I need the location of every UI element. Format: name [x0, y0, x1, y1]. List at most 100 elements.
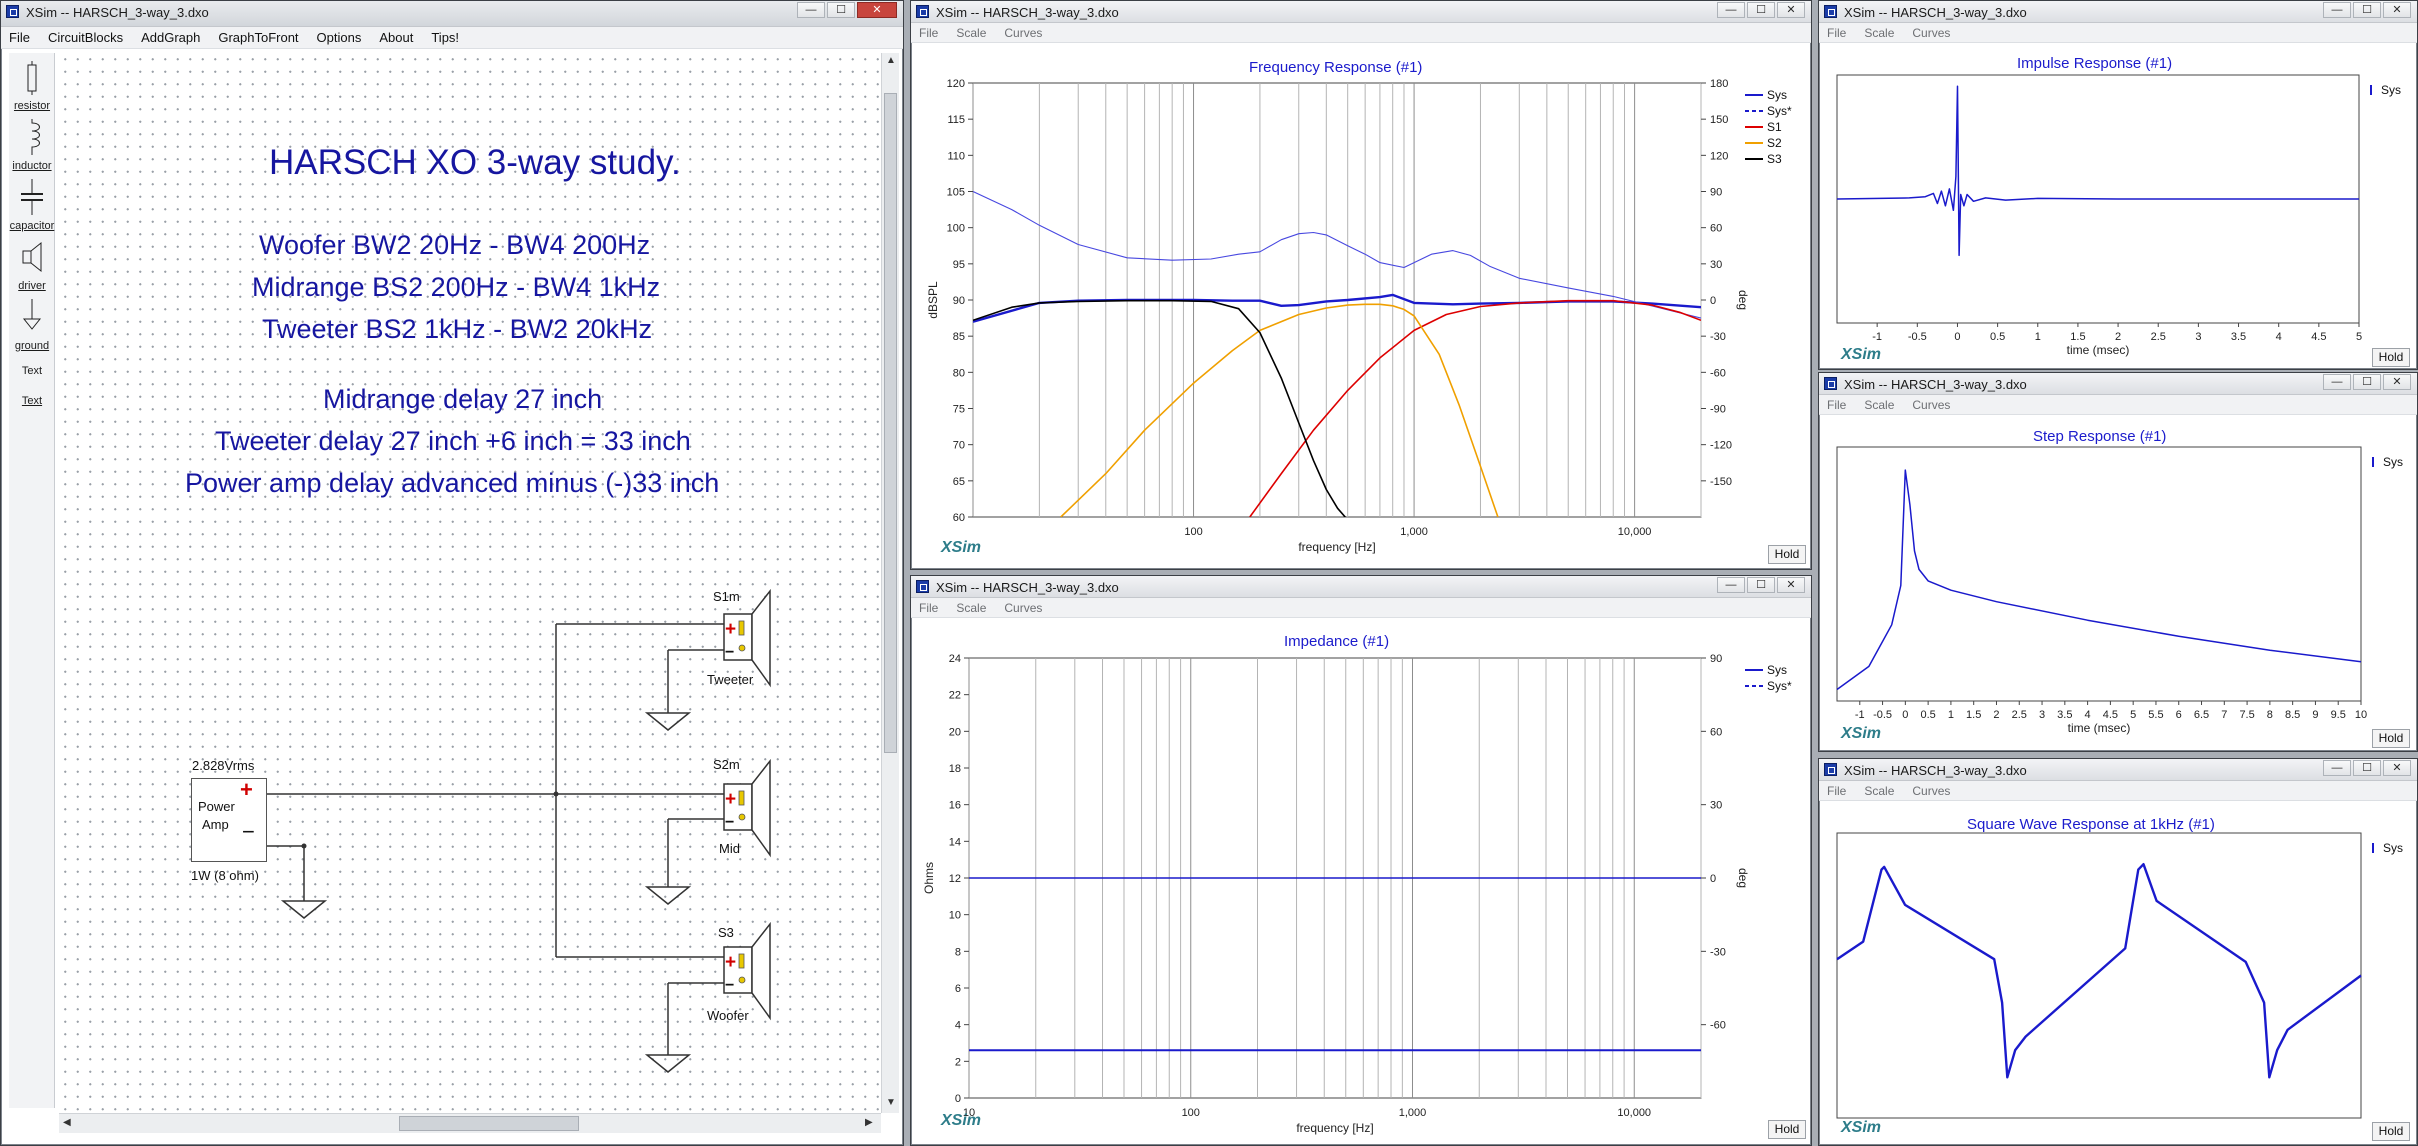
menu-options[interactable]: Options: [316, 30, 362, 45]
y2-tick-label: 30: [1710, 259, 1722, 271]
freq-titlebar[interactable]: XSim -- HARSCH_3-way_3.dxo — ☐ ✕: [911, 1, 1811, 23]
y-tick-label: 90: [953, 295, 965, 307]
menu-file[interactable]: File: [919, 600, 939, 615]
hold-button[interactable]: Hold: [2372, 348, 2410, 367]
hold-button[interactable]: Hold: [2372, 1122, 2410, 1141]
close-button[interactable]: ✕: [2383, 2, 2411, 18]
horizontal-scroll-thumb[interactable]: [399, 1116, 579, 1131]
minimize-button[interactable]: —: [2323, 374, 2351, 390]
square-wave-window: XSim -- HARSCH_3-way_3.dxo — ☐ ✕ File Sc…: [1818, 758, 2418, 1146]
menu-file[interactable]: File: [919, 25, 939, 40]
menu-graphtofront[interactable]: GraphToFront: [218, 30, 299, 45]
series-line-sys: [1836, 469, 2362, 691]
tool-text[interactable]: Text: [9, 365, 55, 377]
y2-tick-label: -60: [1710, 367, 1726, 379]
tool-resistor[interactable]: resistor: [9, 61, 55, 112]
minimize-button[interactable]: —: [2323, 2, 2351, 18]
imp-graph-title: Impedance (#1): [1284, 633, 1390, 650]
legend-label: S3: [1767, 152, 1782, 166]
square-titlebar[interactable]: XSim -- HARSCH_3-way_3.dxo — ☐ ✕: [1819, 759, 2417, 781]
xsim-logo: XSim: [941, 1112, 982, 1129]
tool-capacitor[interactable]: capacitor: [9, 179, 55, 232]
y2-tick-label: 60: [1710, 223, 1722, 235]
menu-tips[interactable]: Tips!: [431, 30, 460, 45]
scroll-right-arrow[interactable]: ▶: [865, 1117, 873, 1128]
x-tick-label: 4.5: [2311, 331, 2326, 343]
impulse-titlebar[interactable]: XSim -- HARSCH_3-way_3.dxo — ☐ ✕: [1819, 1, 2417, 23]
menu-scale[interactable]: Scale: [1864, 783, 1895, 798]
menu-curves[interactable]: Curves: [1004, 25, 1043, 40]
power-amp[interactable]: Power Amp + −: [191, 777, 267, 862]
imp-titlebar[interactable]: XSim -- HARSCH_3-way_3.dxo — ☐ ✕: [911, 576, 1811, 598]
schematic-menubar: File CircuitBlocks AddGraph GraphToFront…: [1, 27, 903, 49]
x-tick-label: -1: [1855, 709, 1865, 721]
maximize-button[interactable]: ☐: [2353, 374, 2381, 390]
y-tick-label: 16: [949, 800, 961, 812]
square-wave-chart[interactable]: Sys: [1819, 803, 2417, 1143]
horizontal-scrollbar[interactable]: ◀ ▶: [59, 1113, 881, 1133]
scroll-left-arrow[interactable]: ◀: [63, 1117, 71, 1128]
maximize-button[interactable]: ☐: [1747, 577, 1775, 593]
menu-scale[interactable]: Scale: [1864, 25, 1895, 40]
menu-curves[interactable]: Curves: [1912, 397, 1951, 412]
vertical-scroll-thumb[interactable]: [884, 93, 897, 753]
step-titlebar[interactable]: XSim -- HARSCH_3-way_3.dxo — ☐ ✕: [1819, 373, 2417, 395]
series-line-sys: [1836, 85, 2359, 257]
maximize-button[interactable]: ☐: [2353, 2, 2381, 18]
schematic-canvas[interactable]: HARSCH XO 3-way study. Woofer BW2 20Hz -…: [59, 53, 879, 1113]
close-button[interactable]: ✕: [1777, 2, 1805, 18]
menu-file[interactable]: File: [1827, 397, 1847, 412]
tool-driver[interactable]: driver: [9, 239, 55, 292]
scroll-down-arrow[interactable]: ▼: [886, 1097, 896, 1108]
x-tick-label: 5.5: [2148, 709, 2163, 721]
series-line-s3: [973, 299, 1347, 517]
x-tick-label: 5: [2130, 709, 2136, 721]
menu-scale[interactable]: Scale: [1864, 397, 1895, 412]
maximize-button[interactable]: ☐: [827, 2, 855, 18]
y-tick-label: 100: [947, 223, 965, 235]
menu-circuitblocks[interactable]: CircuitBlocks: [47, 30, 124, 45]
impulse-chart[interactable]: -1 -0.5 0 0.5 1 1.5 2 2.5 3 3.5 4 4.5 5 time (msec) Sy…: [1819, 45, 2417, 365]
minimize-button[interactable]: —: [1717, 2, 1745, 18]
vertical-scrollbar[interactable]: ▲ ▼: [881, 53, 899, 1113]
menu-addgraph[interactable]: AddGraph: [141, 30, 201, 45]
menu-curves[interactable]: Curves: [1912, 25, 1951, 40]
x-tick-label: 4.5: [2103, 709, 2118, 721]
close-button[interactable]: ✕: [1777, 577, 1805, 593]
close-button[interactable]: ✕: [2383, 760, 2411, 776]
hold-button[interactable]: Hold: [1768, 545, 1806, 564]
menu-file[interactable]: File: [9, 30, 30, 45]
menu-file[interactable]: File: [1827, 783, 1847, 798]
menu-scale[interactable]: Scale: [956, 600, 987, 615]
hold-button[interactable]: Hold: [2372, 729, 2410, 748]
frequency-response-chart[interactable]: 60 65 70 75 80 85 90 95 100 105 110 115 120 -150 -120 -…: [911, 45, 1811, 565]
maximize-button[interactable]: ☐: [1747, 2, 1775, 18]
minimize-button[interactable]: —: [2323, 760, 2351, 776]
tool-text-underline[interactable]: Text: [9, 395, 55, 407]
y2-tick-label: 120: [1710, 150, 1728, 162]
x-tick-label: 3: [2039, 709, 2045, 721]
legend-label: Sys: [1767, 663, 1787, 677]
minimize-button[interactable]: —: [1717, 577, 1745, 593]
scroll-up-arrow[interactable]: ▲: [886, 55, 896, 66]
tool-ground[interactable]: ground: [9, 299, 55, 352]
maximize-button[interactable]: ☐: [2353, 760, 2381, 776]
minimize-button[interactable]: —: [797, 2, 825, 18]
y2-tick-label: 150: [1710, 114, 1728, 126]
step-chart[interactable]: -1 -0.5 0 0.5 1 1.5 2 2.5 3 3.5 4 4.5 5 5.5 6 6.5 7 7.5 8 8…: [1819, 417, 2417, 747]
menu-about[interactable]: About: [379, 30, 414, 45]
close-button[interactable]: ✕: [857, 2, 897, 18]
menu-curves[interactable]: Curves: [1004, 600, 1043, 615]
menu-scale[interactable]: Scale: [956, 25, 987, 40]
schematic-titlebar[interactable]: XSim -- HARSCH_3-way_3.dxo — ☐ ✕: [1, 1, 903, 27]
y-tick-label: 85: [953, 331, 965, 343]
hold-button[interactable]: Hold: [1768, 1120, 1806, 1139]
tool-inductor[interactable]: inductor: [9, 119, 55, 172]
x-tick-label: 0.5: [1920, 709, 1935, 721]
y2-tick-label: -90: [1710, 404, 1726, 416]
xsim-app-icon: [1824, 5, 1837, 18]
close-button[interactable]: ✕: [2383, 374, 2411, 390]
menu-curves[interactable]: Curves: [1912, 783, 1951, 798]
menu-file[interactable]: File: [1827, 25, 1847, 40]
